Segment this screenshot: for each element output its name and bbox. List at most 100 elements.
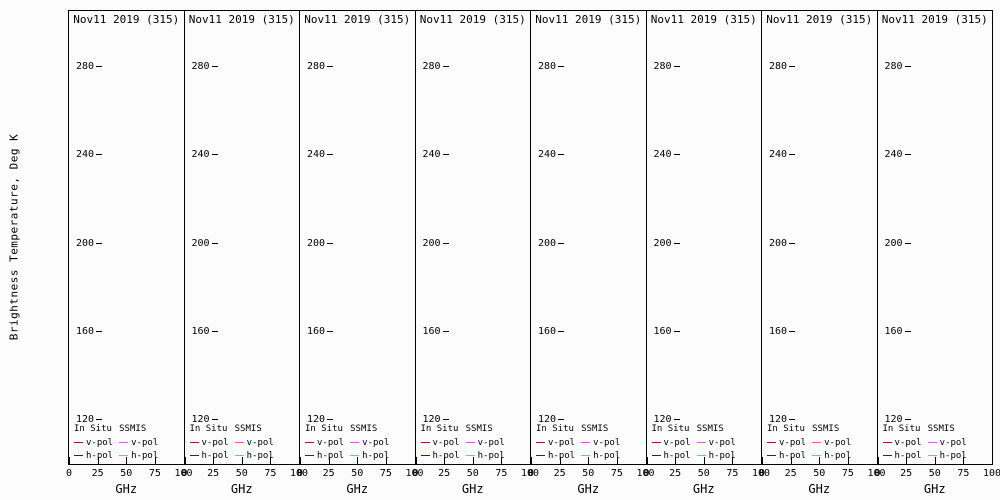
x-axis-ticks: 0 25 50 75 100: [181, 11, 308, 479]
legend-line-swatch: [812, 442, 822, 443]
legend-header: SSMIS: [119, 424, 147, 434]
y-tick-mark: [211, 154, 218, 156]
y-tick-label: 200: [537, 237, 556, 249]
legend-entry: h-pol: [189, 449, 229, 462]
y-tick-label: 200: [653, 237, 672, 249]
plot-area: [878, 11, 993, 464]
x-tick-mark: [992, 457, 993, 464]
x-tick-mark: [646, 457, 648, 464]
legend-entry: h-pol: [536, 449, 575, 462]
x-tick-label: 100: [405, 468, 424, 479]
legend-entry: h-pol: [74, 449, 113, 462]
y-axis-ticks: 280 240 200 160 120: [185, 11, 300, 464]
legend-line-swatch: [465, 442, 475, 443]
y-tick-mark: [442, 154, 449, 156]
legend-line-swatch: [581, 455, 591, 456]
x-tick-label: 75: [264, 468, 277, 479]
x-tick-mark: [69, 457, 70, 464]
legend-label: v-pol: [939, 437, 967, 448]
plot-area: [185, 11, 300, 464]
y-tick-label: 160: [306, 325, 325, 337]
legend-label: h-pol: [201, 450, 229, 461]
y-tick-mark: [96, 154, 102, 156]
y-tick: 200: [303, 237, 333, 249]
legend-entry: v-pol: [350, 436, 389, 449]
plot-area: [69, 11, 184, 464]
x-axis-title: GHz: [923, 482, 946, 496]
legend-column: In Situ v-pol h-pol: [767, 423, 806, 462]
legend-label: v-pol: [779, 437, 807, 448]
x-axis-title: GHz: [692, 482, 715, 496]
x-tick-label: 50: [813, 468, 826, 479]
legend-entry: v-pol: [74, 436, 113, 449]
legend-line-swatch: [74, 442, 83, 443]
legend-label: h-pol: [131, 450, 159, 461]
y-tick: 240: [188, 149, 218, 161]
legend-line-swatch: [927, 442, 937, 443]
x-tick-mark: [184, 457, 186, 464]
y-tick-label: 280: [191, 60, 210, 72]
legend-entry: v-pol: [305, 436, 344, 449]
legend-line-swatch: [189, 442, 199, 443]
y-tick-label: 280: [537, 60, 556, 72]
legend-header: In Situ: [74, 424, 112, 434]
legend-line-swatch: [882, 442, 892, 443]
legend-header: SSMIS: [234, 424, 262, 434]
x-tick-label: 100: [289, 468, 309, 479]
legend-entry: v-pol: [420, 436, 460, 449]
y-tick-mark: [558, 154, 564, 156]
x-tick-label: 25: [91, 468, 104, 479]
legend-label: v-pol: [201, 437, 229, 448]
y-tick: 280: [419, 60, 449, 72]
legend-entry: v-pol: [651, 436, 691, 449]
legend-entry: h-pol: [465, 449, 505, 462]
x-tick-label: 75: [495, 468, 508, 479]
y-tick: 240: [419, 149, 449, 161]
x-axis-ticks: 0 25 50 75 100: [412, 11, 539, 479]
legend-column: SSMIS v-pol h-pol: [465, 423, 505, 462]
x-tick-label: 100: [520, 468, 540, 479]
y-tick: 160: [188, 325, 218, 337]
x-tick-label: 0: [527, 468, 535, 479]
legend-entry: h-pol: [119, 449, 158, 462]
panel-title: Nov11 2019 (315): [304, 13, 411, 26]
legend-entry: h-pol: [234, 449, 274, 462]
x-axis-title: GHz: [808, 482, 831, 496]
y-tick-mark: [442, 419, 449, 421]
legend-column: SSMIS v-pol h-pol: [350, 423, 389, 462]
legend-label: h-pol: [894, 450, 922, 461]
y-tick: 280: [72, 60, 102, 72]
y-tick-mark: [327, 65, 333, 67]
y-tick-mark: [904, 330, 911, 332]
y-tick-mark: [442, 330, 449, 332]
x-tick-label: 75: [610, 468, 623, 479]
legend: In Situ v-pol h-pol SSMIS v-pol h-pol: [651, 422, 760, 462]
legend-header: In Situ: [189, 424, 228, 434]
x-tick-label: 50: [120, 468, 133, 479]
y-tick-label: 240: [191, 149, 210, 161]
x-tick-label: 75: [841, 468, 854, 479]
legend-entry: h-pol: [581, 449, 620, 462]
y-tick: 160: [881, 325, 911, 337]
panel-title: Nov11 2019 (315): [419, 13, 526, 26]
legend-column: SSMIS v-pol h-pol: [927, 423, 967, 462]
y-tick-mark: [789, 65, 795, 67]
legend-line-swatch: [305, 442, 314, 443]
y-tick-mark: [904, 154, 911, 156]
y-axis-ticks: 280 240 200 160 120: [531, 11, 646, 464]
legend-line-swatch: [812, 455, 822, 456]
panel: Nov11 2019 (315) 280 240 200 160 120 0 25 50 75…: [528, 10, 655, 496]
y-tick-mark: [673, 65, 680, 67]
y-tick: 280: [188, 60, 218, 72]
y-tick-label: 200: [884, 237, 903, 249]
x-tick-label: 100: [751, 468, 771, 479]
legend-header: In Situ: [305, 424, 343, 434]
x-tick-label: 100: [982, 468, 1000, 479]
y-tick-mark: [327, 419, 333, 421]
legend-label: v-pol: [824, 437, 852, 448]
y-tick-mark: [96, 419, 102, 421]
y-tick-label: 200: [422, 237, 441, 249]
panel-title: Nov11 2019 (315): [650, 13, 757, 26]
x-axis-ticks: 0 25 50 75 100: [759, 11, 886, 479]
